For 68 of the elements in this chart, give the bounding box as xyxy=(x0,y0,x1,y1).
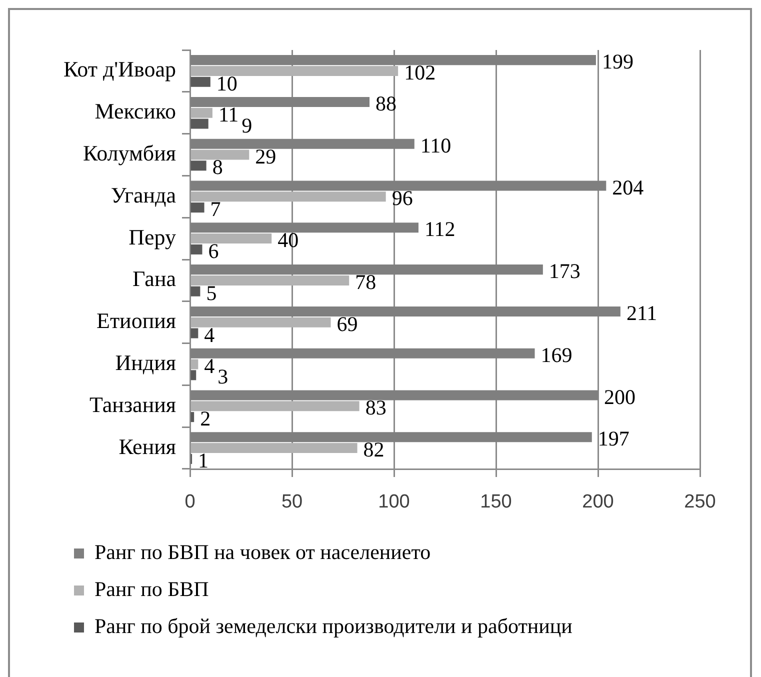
bar xyxy=(190,234,272,244)
data-label: 102 xyxy=(404,60,436,84)
y-tick-label: Кения xyxy=(118,434,176,459)
data-label: 1 xyxy=(198,448,209,472)
y-tick-label: Етиопия xyxy=(96,308,176,334)
data-label: 204 xyxy=(612,175,644,200)
bar xyxy=(190,192,386,202)
bar xyxy=(190,202,204,213)
bar xyxy=(190,401,360,412)
y-tick-label: Индия xyxy=(115,350,176,376)
bar xyxy=(190,443,358,454)
y-tick-label: Мексико xyxy=(94,98,176,124)
x-tick-label: 0 xyxy=(184,492,196,513)
legend-label: Ранг по БВП на човек от населението xyxy=(94,540,431,564)
bar xyxy=(190,118,208,129)
bar xyxy=(190,76,210,87)
x-tick-label: 250 xyxy=(684,492,716,513)
bar xyxy=(190,150,250,160)
data-label: 11 xyxy=(218,102,239,126)
data-label: 110 xyxy=(420,133,452,158)
bar xyxy=(190,317,331,328)
bar xyxy=(190,160,206,171)
data-label: 197 xyxy=(598,426,630,451)
data-label: 83 xyxy=(365,396,386,420)
data-label: 199 xyxy=(602,50,634,74)
bar xyxy=(190,108,212,118)
data-label: 96 xyxy=(392,186,413,210)
legend-label: Ранг по брой земеделски производители и работници xyxy=(94,614,572,638)
data-label: 8 xyxy=(212,155,223,180)
data-label: 112 xyxy=(424,217,456,242)
data-label: 169 xyxy=(540,342,572,367)
y-tick-label: Уганда xyxy=(110,182,176,208)
x-tick-label: 200 xyxy=(582,492,614,513)
bar xyxy=(190,412,194,422)
data-label: 78 xyxy=(355,270,376,294)
data-label: 40 xyxy=(278,228,299,252)
data-label: 200 xyxy=(604,384,636,409)
y-tick-label: Перу xyxy=(128,224,176,250)
bar xyxy=(190,286,200,296)
bar xyxy=(190,370,196,380)
y-tick-label: Танзания xyxy=(89,392,176,417)
data-label: 7 xyxy=(210,197,221,222)
y-tick-label: Колумбия xyxy=(83,140,176,166)
x-tick-label: 100 xyxy=(378,492,410,513)
data-label: 4 xyxy=(204,322,216,347)
data-label: 29 xyxy=(255,144,276,168)
data-label: 4 xyxy=(204,354,216,378)
x-tick-label: 150 xyxy=(480,492,512,513)
data-label: 173 xyxy=(548,259,580,284)
data-label: 211 xyxy=(626,300,658,325)
bar xyxy=(190,328,198,338)
y-tick-label: Гана xyxy=(132,266,176,292)
data-label: 5 xyxy=(206,280,217,305)
data-label: 69 xyxy=(336,312,358,336)
data-label: 2 xyxy=(200,406,211,431)
y-tick-label: Кот д'Ивоар xyxy=(64,56,176,82)
data-label: 88 xyxy=(376,91,397,116)
bar xyxy=(190,359,198,370)
data-label: 9 xyxy=(242,113,252,138)
bar xyxy=(190,275,350,286)
bar xyxy=(190,66,398,76)
x-tick-label: 50 xyxy=(281,492,303,513)
legend-label: Ранг по БВП xyxy=(94,577,209,602)
data-label: 6 xyxy=(208,238,219,263)
data-label: 82 xyxy=(363,438,384,462)
bar xyxy=(190,244,202,254)
data-label: 3 xyxy=(218,364,228,389)
data-label: 10 xyxy=(216,71,238,96)
